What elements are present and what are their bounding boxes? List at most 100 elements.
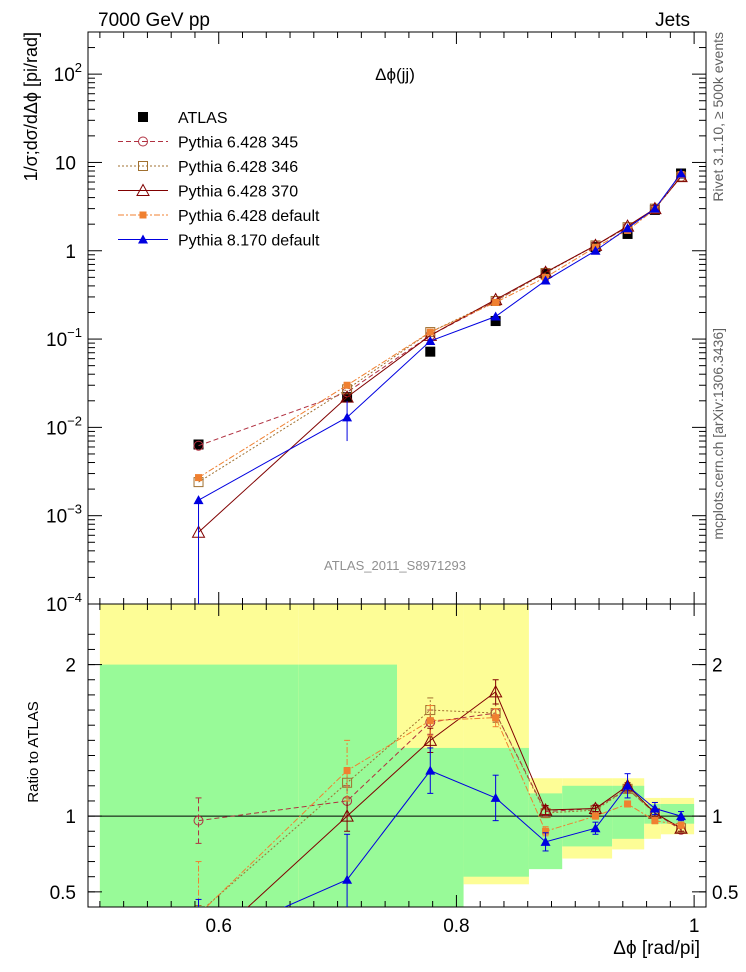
data-point-atlas [193,439,204,450]
data-point-pdef [426,328,434,336]
ratio-point-p370 [538,802,553,816]
ratio-point-p8 [590,823,601,833]
y-tick-label: 10−4 [46,590,82,616]
data-point-atlas [540,268,551,279]
ratio-point-pdef [492,714,500,722]
data-point-p8 [622,223,633,233]
ratio-y-tick-label-right: 1 [712,807,723,828]
legend-label: Pythia 8.170 default [178,233,320,250]
ratio-point-p370 [488,684,503,698]
ratio-point-pdef [542,827,550,835]
ratio-point-p370 [423,733,438,746]
series-p370 [191,169,688,538]
data-point-p8 [676,168,687,178]
legend-entry-pdef: Pythia 6.428 default [118,208,320,225]
y-tick-label: 102 [54,60,82,86]
data-point-p8 [590,245,601,255]
ratio-y-tick-label: 1 [65,807,76,828]
ratio-point-pdef [343,767,351,775]
legend-entry-atlas: ATLAS [138,110,228,127]
legend: ATLAS Pythia 6.428 345 Pythia 6.428 346 Pyt… [118,110,320,250]
ratio-point-pdef [651,817,659,825]
data-point-p8 [425,336,436,346]
data-point-p8 [490,311,501,321]
ratio-point-p8 [194,940,204,949]
ratio-point-p370 [340,809,354,822]
y-tick-label: 10 [55,153,76,174]
ratio-y-tick-label: 2 [65,656,76,677]
y-tick-label: 10−1 [46,325,82,351]
data-point-p8 [193,495,204,505]
legend-entry-p370: Pythia 6.428 370 [118,183,298,201]
mcplots-label: mcplots.cern.ch [arXiv:1306.3436] [710,328,726,540]
jets-label: Jets [655,10,690,31]
legend-entry-p346: Pythia 6.428 346 [118,159,298,176]
ratio-axes: 0.5 0.5 1 1 2 2 0.6 0.8 1 [50,604,738,937]
ratio-point-p8 [490,792,501,802]
data-point-p8 [649,203,660,213]
y-tick-label: 1 [65,242,76,263]
legend-label: Pythia 6.428 370 [178,184,298,201]
x-tick-label: 0.6 [206,916,232,937]
plot-title: Δϕ(jj) [375,65,415,84]
ratio-point-p8 [622,780,633,790]
ratio-y-axis-label: Ratio to ATLAS [25,701,42,802]
legend-label: Pythia 6.428 346 [178,159,298,176]
ratio-point-p8 [540,836,551,846]
main-axes: 102 10 1 10−1 10−2 10−3 10−4 [46,31,706,616]
ratio-series-pdef [195,705,685,918]
series-line-p370 [198,176,682,533]
data-point-pdef [492,298,500,306]
y-tick-label: 10−2 [46,413,82,439]
inner-band-bin [463,747,529,877]
legend-label: ATLAS [178,110,228,127]
ratio-series-p8 [194,747,687,949]
legend-marker [139,211,147,219]
main-y-axis-label: 1/σ;dσ/dΔϕ [pi/rad] [21,32,41,181]
ratio-point-pdef [624,800,632,808]
legend-marker [136,183,150,196]
x-tick-label: 0.8 [443,916,469,937]
x-axis-label: Δϕ [rad/pi] [613,938,700,959]
watermark-label: ATLAS_2011_S8971293 [324,558,466,573]
ratio-point-p345 [193,815,204,826]
ratio-series-layer [193,679,688,957]
data-point-pdef [343,381,351,389]
ratio-point-pdef [591,812,599,820]
legend-entry-p345: Pythia 6.428 345 [118,135,298,152]
ratio-point-p8 [342,874,353,884]
inner-band-bin [660,803,695,824]
ratio-point-pdef [195,911,202,918]
data-point-p8 [540,275,551,285]
legend-marker [138,234,148,244]
rivet-label: Rivet 3.1.10, ≥ 500k events [710,32,726,202]
ratio-point-p346 [194,909,203,918]
ratio-point-p370 [193,946,205,957]
series-p8 [193,168,687,505]
legend-entry-p8: Pythia 8.170 default [118,233,320,250]
ratio-point-p8 [649,803,660,813]
legend-label: Pythia 6.428 default [178,208,320,225]
ratio-y-tick-label-right: 0.5 [712,883,738,904]
legend-marker [138,161,148,171]
main-series-layer [191,168,688,604]
ratio-point-p8 [425,765,436,775]
inner-band-bin [99,664,299,907]
data-point-p345 [193,440,204,451]
data-point-atlas [425,346,436,357]
data-point-atlas [490,316,501,327]
ratio-point-p8 [676,811,687,821]
x-tick-label: 1 [689,916,700,937]
energy-label: 7000 GeV pp [98,10,210,31]
ratio-y-tick-label-right: 2 [712,656,723,677]
data-point-pdef [195,474,203,482]
ratio-uncertainty-bands [99,604,695,907]
ratio-point-pdef [677,821,685,829]
legend-marker [138,136,148,147]
legend-marker [138,112,148,122]
ratio-point-pdef [426,717,434,725]
ratio-y-tick-label: 0.5 [50,883,76,904]
y-tick-label: 10−3 [46,502,82,528]
data-point-atlas [622,228,633,239]
